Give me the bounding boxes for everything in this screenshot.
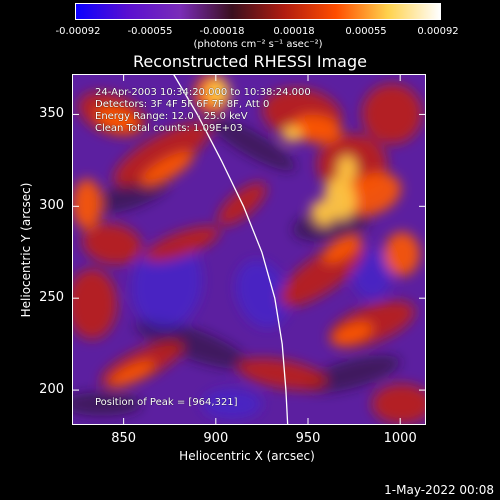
chart-title: Reconstructed RHESSI Image [133,52,367,71]
emission-blob [72,179,102,229]
emission-blob [72,269,117,339]
x-tick-label: 1000 [383,431,417,446]
emission-blob [135,319,249,369]
x-tick-label: 850 [111,431,137,446]
emission-blob [235,260,289,328]
colorbar-tick-label: 0.00092 [417,26,459,37]
colorbar-tick-label: -0.00092 [55,26,101,37]
colorbar-tick-label: 0.00018 [273,26,315,37]
footer-timestamp: 1-May-2022 00:08 [384,483,494,497]
annotation-detectors: Detectors: 3F 4F 5F 6F 7F 8F, Att 0 [95,99,270,110]
plot-frame [72,74,426,425]
x-tick-label: 950 [295,431,321,446]
y-tick-label: 300 [39,198,64,214]
emission-blob [237,358,327,390]
heatmap-plot [72,74,426,425]
colorbar-tick-label: -0.00018 [199,26,245,37]
emission-blob [144,226,220,262]
emission-blob [202,389,262,419]
emission-blob [342,172,402,216]
emission-blob [282,126,302,142]
emission-blob [372,384,426,424]
y-tick-label: 200 [39,382,64,398]
emission-blob [140,151,194,187]
annotation-time-range: 24-Apr-2003 10:34:20.000 to 10:38:24.000 [95,87,311,98]
solar-limb-curve [172,74,289,425]
emission-blob [208,116,296,172]
y-axis-label: Heliocentric Y (arcsec) [19,182,33,318]
emission-blob [303,355,401,393]
emission-blob [331,321,373,347]
emission-blob [95,105,139,133]
colorbar [75,3,441,20]
colorbar-unit-label: (photons cm⁻² s⁻¹ asec⁻²) [193,39,323,50]
y-tick-label: 350 [39,106,64,122]
x-tick-label: 900 [203,431,229,446]
colorbar-tick-label: 0.00055 [345,26,387,37]
emission-blob [72,392,142,416]
emission-blob [322,235,362,263]
emission-blob [337,155,357,183]
annotation-peak-position: Position of Peak = [964,321] [95,397,238,408]
emission-blob [131,239,203,329]
emission-blob [109,361,155,387]
emission-blob [323,177,357,221]
colorbar-tick-label: -0.00055 [127,26,173,37]
emission-blob [362,84,422,144]
annotation-clean-counts: Clean Total counts: 1.09E+03 [95,123,243,134]
emission-blob [384,232,420,276]
emission-blob [310,200,334,228]
emission-blob [113,122,211,186]
x-axis-label: Heliocentric X (arcsec) [179,449,315,463]
emission-blob [82,223,142,265]
emission-blob [352,249,392,299]
y-tick-label: 250 [39,290,64,306]
emission-blob [205,78,229,106]
annotation-energy-range: Energy Range: 12.0 - 25.0 keV [95,111,248,122]
emission-blob [292,114,342,144]
